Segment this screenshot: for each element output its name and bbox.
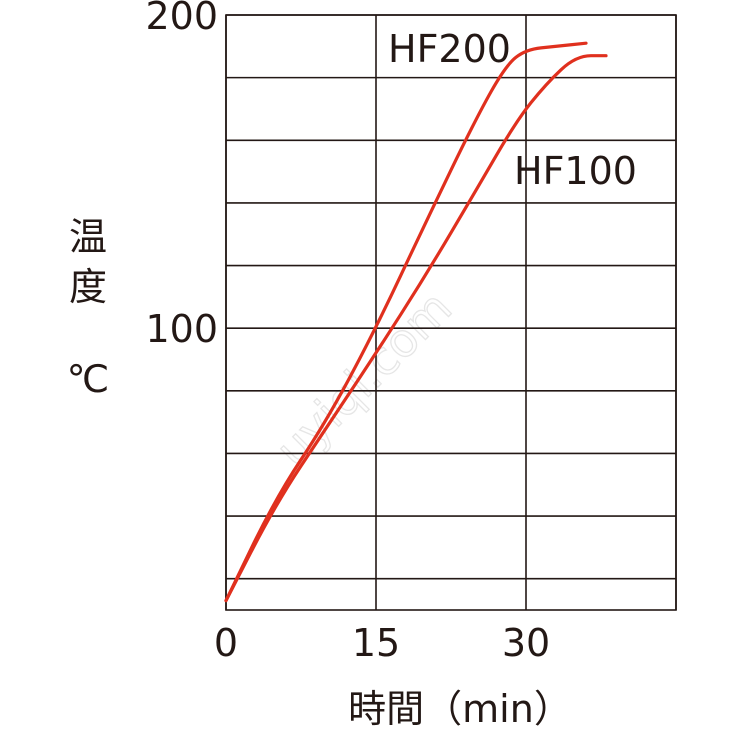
series-label-hf100: HF100 bbox=[514, 149, 637, 193]
y-tick-label: 200 bbox=[145, 0, 218, 38]
y-tick-label: 100 bbox=[145, 307, 218, 351]
x-tick-label: 30 bbox=[502, 621, 550, 665]
y-axis-title-char: 温 bbox=[69, 215, 107, 259]
series-label-hf200: HF200 bbox=[388, 27, 511, 71]
plot-frame bbox=[225, 14, 677, 611]
y-axis-title-char: 度 bbox=[69, 265, 107, 309]
x-tick-label: 0 bbox=[214, 621, 238, 665]
watermark-text: uyiqi.com bbox=[265, 280, 462, 477]
x-tick-label: 15 bbox=[352, 621, 400, 665]
labels: 200 100 0 15 30 HF200 HF100 温度 ℃ 時間（min） bbox=[67, 0, 637, 731]
series-lines bbox=[224, 41, 608, 603]
series-line-hf100 bbox=[224, 54, 608, 603]
series-line-hf200 bbox=[224, 41, 588, 603]
y-axis-unit: ℃ bbox=[67, 357, 110, 401]
x-axis-title: 時間（min） bbox=[348, 687, 572, 731]
grid bbox=[225, 14, 677, 611]
watermark: uyiqi.com bbox=[265, 280, 463, 478]
